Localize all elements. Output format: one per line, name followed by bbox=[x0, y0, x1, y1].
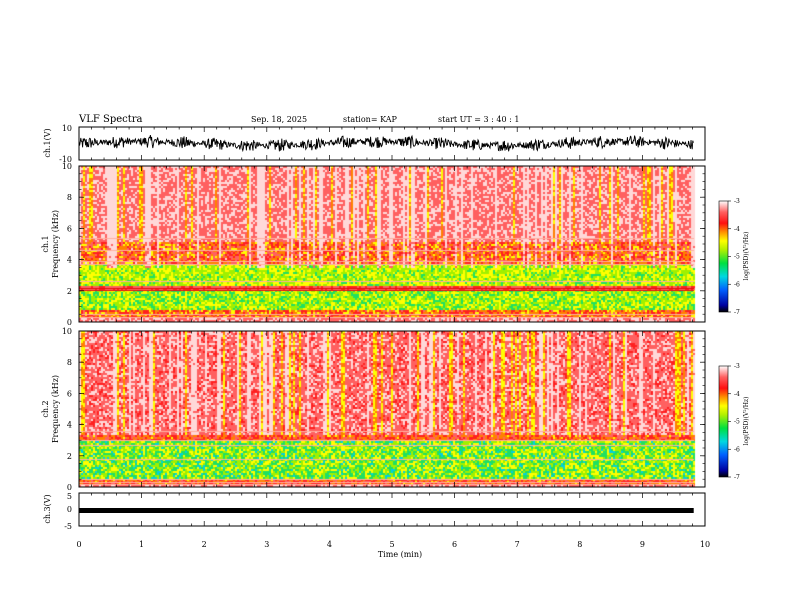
y-tick-label: 4 bbox=[67, 421, 72, 430]
ch3-ytick-mid: 0 bbox=[67, 505, 72, 514]
x-tick-label: 9 bbox=[640, 540, 645, 549]
ch1-waveform-panel: 10 -10 ch.1(V) bbox=[43, 124, 706, 164]
ch3-waveform-trace bbox=[79, 508, 694, 513]
y-tick-label: 10 bbox=[62, 162, 72, 171]
ch2-spectrogram-image bbox=[79, 331, 705, 487]
ch3-waveform-ylabel: ch.3(V) bbox=[43, 494, 52, 523]
spectrogram-raster bbox=[79, 331, 705, 487]
y-tick-label: 10 bbox=[62, 327, 72, 336]
x-axis-tick-labels: 0 1 2 3 4 5 6 7 8 9 10 bbox=[76, 540, 710, 549]
ch1-spectrogram-yticks: 0 2 4 6 8 10 bbox=[62, 162, 705, 327]
ch1-spectrogram-ylabel-frequency: Frequency (kHz) bbox=[51, 210, 60, 278]
ch2-spectrogram-yticks: 0 2 4 6 8 10 bbox=[62, 327, 705, 492]
ch1-colorbar-gradient bbox=[718, 200, 729, 313]
y-tick-label: 2 bbox=[67, 287, 72, 296]
ch2-colorbar: -3 -4 -5 -6 -7 log(PSD)(V²/Hz) bbox=[718, 363, 750, 481]
ch2-spectrogram-panel: 0 2 4 6 8 10 ch.2 Frequency (kHz) bbox=[41, 327, 706, 492]
x-tick-label: 6 bbox=[452, 540, 457, 549]
y-tick-label: 8 bbox=[67, 358, 72, 367]
spectrogram-raster bbox=[79, 166, 705, 322]
y-tick-label: 6 bbox=[67, 389, 72, 398]
ch1-ytick-top: 10 bbox=[62, 124, 72, 133]
ch1-spectrogram-image bbox=[79, 166, 705, 322]
colorbar-tick-label: -6 bbox=[734, 446, 740, 453]
ch1-ytick-bottom: -10 bbox=[59, 155, 72, 164]
x-tick-label: 0 bbox=[76, 540, 81, 549]
x-tick-label: 7 bbox=[515, 540, 520, 549]
colorbar-tick-label: -3 bbox=[734, 363, 740, 370]
x-tick-label: 2 bbox=[202, 540, 207, 549]
ch1-spectrogram-xticks bbox=[78, 166, 706, 322]
ch1-spectrogram-ylabel-channel: ch.1 bbox=[41, 235, 50, 252]
ch2-colorbar-ticks: -3 -4 -5 -6 -7 bbox=[728, 363, 740, 481]
start-time-label: start UT = 3 : 40 : 1 bbox=[438, 115, 519, 124]
ch2-colorbar-label: log(PSD)(V²/Hz) bbox=[743, 397, 750, 446]
y-tick-label: 2 bbox=[67, 452, 72, 461]
ch3-ytick-top: 5 bbox=[67, 492, 72, 501]
ch2-spectrogram-ylabel-frequency: Frequency (kHz) bbox=[51, 375, 60, 443]
ch1-colorbar-ticks: -3 -4 -5 -6 -7 bbox=[728, 198, 740, 316]
x-tick-label: 5 bbox=[389, 540, 394, 549]
station-label: station= KAP bbox=[343, 115, 398, 124]
y-tick-label: 4 bbox=[67, 256, 72, 265]
x-tick-label: 10 bbox=[700, 540, 710, 549]
ch3-waveform-xticks bbox=[78, 493, 706, 526]
ch1-colorbar: -3 -4 -5 -6 -7 log(PSD)(V²/Hz) bbox=[718, 198, 750, 316]
ch2-spectrogram-xticks bbox=[78, 331, 706, 487]
ch3-waveform-panel: 5 0 -5 ch.3(V) 0 1 2 3 4 5 6 7 8 9 10 Time (min) bbox=[43, 492, 710, 559]
figure-title: VLF Spectra bbox=[78, 114, 143, 125]
x-axis-label: Time (min) bbox=[378, 550, 422, 559]
colorbar-tick-label: -4 bbox=[734, 226, 740, 233]
colorbar-tick-label: -3 bbox=[734, 198, 740, 205]
ch1-waveform-xticks bbox=[78, 127, 706, 160]
colorbar-tick-label: -7 bbox=[734, 474, 740, 481]
x-tick-label: 4 bbox=[327, 540, 332, 549]
ch1-spectrogram-panel: 0 2 4 6 8 10 ch.1 Frequency (kHz) bbox=[41, 162, 706, 327]
colorbar-tick-label: -4 bbox=[734, 391, 740, 398]
colorbar-tick-label: -7 bbox=[734, 309, 740, 316]
y-tick-label: 6 bbox=[67, 224, 72, 233]
y-tick-label: 0 bbox=[67, 483, 72, 492]
colorbar-tick-label: -5 bbox=[734, 254, 740, 261]
ch2-colorbar-gradient bbox=[718, 365, 729, 478]
date-label: Sep. 18, 2025 bbox=[251, 115, 307, 124]
ch2-spectrogram-ylabel-channel: ch.2 bbox=[41, 400, 50, 417]
ch1-colorbar-label: log(PSD)(V²/Hz) bbox=[743, 232, 750, 281]
x-tick-label: 1 bbox=[139, 540, 144, 549]
x-tick-label: 8 bbox=[577, 540, 582, 549]
colorbar-tick-label: -6 bbox=[734, 281, 740, 288]
y-tick-label: 0 bbox=[67, 318, 72, 327]
y-tick-label: 8 bbox=[67, 193, 72, 202]
ch1-waveform-line bbox=[78, 134, 694, 153]
ch1-waveform-ylabel: ch.1(V) bbox=[43, 128, 52, 157]
ch3-ytick-bottom: -5 bbox=[64, 522, 72, 531]
colorbar-tick-label: -5 bbox=[734, 419, 740, 426]
x-tick-label: 3 bbox=[264, 540, 269, 549]
